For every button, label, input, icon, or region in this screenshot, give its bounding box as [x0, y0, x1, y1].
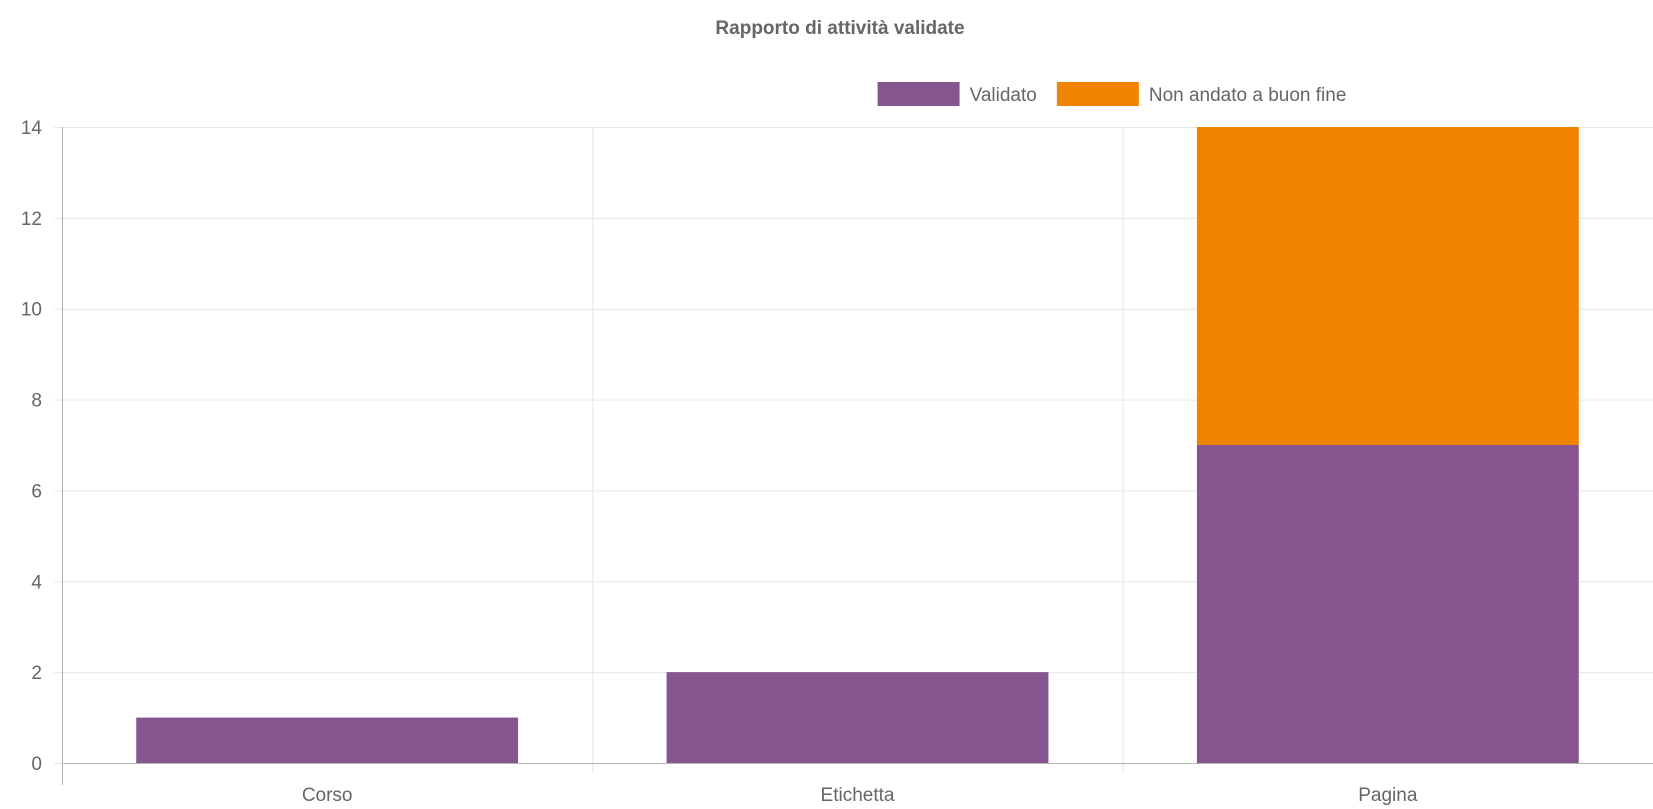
y-tick-label-1: 2 [31, 663, 42, 684]
x-tick-label-2: Pagina [1358, 785, 1418, 806]
chart-title: Rapporto di attività validate [715, 18, 964, 39]
bar-corso-validato[interactable] [136, 717, 519, 763]
legend-swatch-0[interactable] [877, 82, 960, 106]
bar-etichetta-validato[interactable] [666, 672, 1049, 763]
y-tick-label-2: 4 [31, 572, 42, 593]
y-tick-label-6: 12 [21, 209, 42, 230]
chart-legend: Validato Non andato a buon fine [877, 82, 1347, 106]
bars-layer [136, 127, 1579, 763]
legend-label-0[interactable]: Validato [970, 85, 1037, 106]
y-tick-label-0: 0 [31, 754, 42, 775]
legend-swatch-1[interactable] [1056, 82, 1139, 106]
bar-pagina-validato[interactable] [1196, 445, 1579, 763]
legend-label-1[interactable]: Non andato a buon fine [1149, 85, 1347, 106]
y-axis-ticks: 0 2 4 6 8 10 12 14 [21, 118, 43, 775]
x-tick-label-0: Corso [302, 785, 353, 806]
y-tick-label-3: 6 [31, 481, 42, 502]
y-tick-label-5: 10 [21, 300, 42, 321]
axes-layer [62, 127, 1653, 785]
y-tick-label-4: 8 [31, 391, 42, 412]
x-axis-ticks: Corso Etichetta Pagina [302, 785, 1418, 806]
x-tick-label-1: Etichetta [821, 785, 895, 806]
bar-pagina-non-andato-a-buon-fine[interactable] [1196, 127, 1579, 445]
y-tick-label-7: 14 [21, 118, 43, 139]
